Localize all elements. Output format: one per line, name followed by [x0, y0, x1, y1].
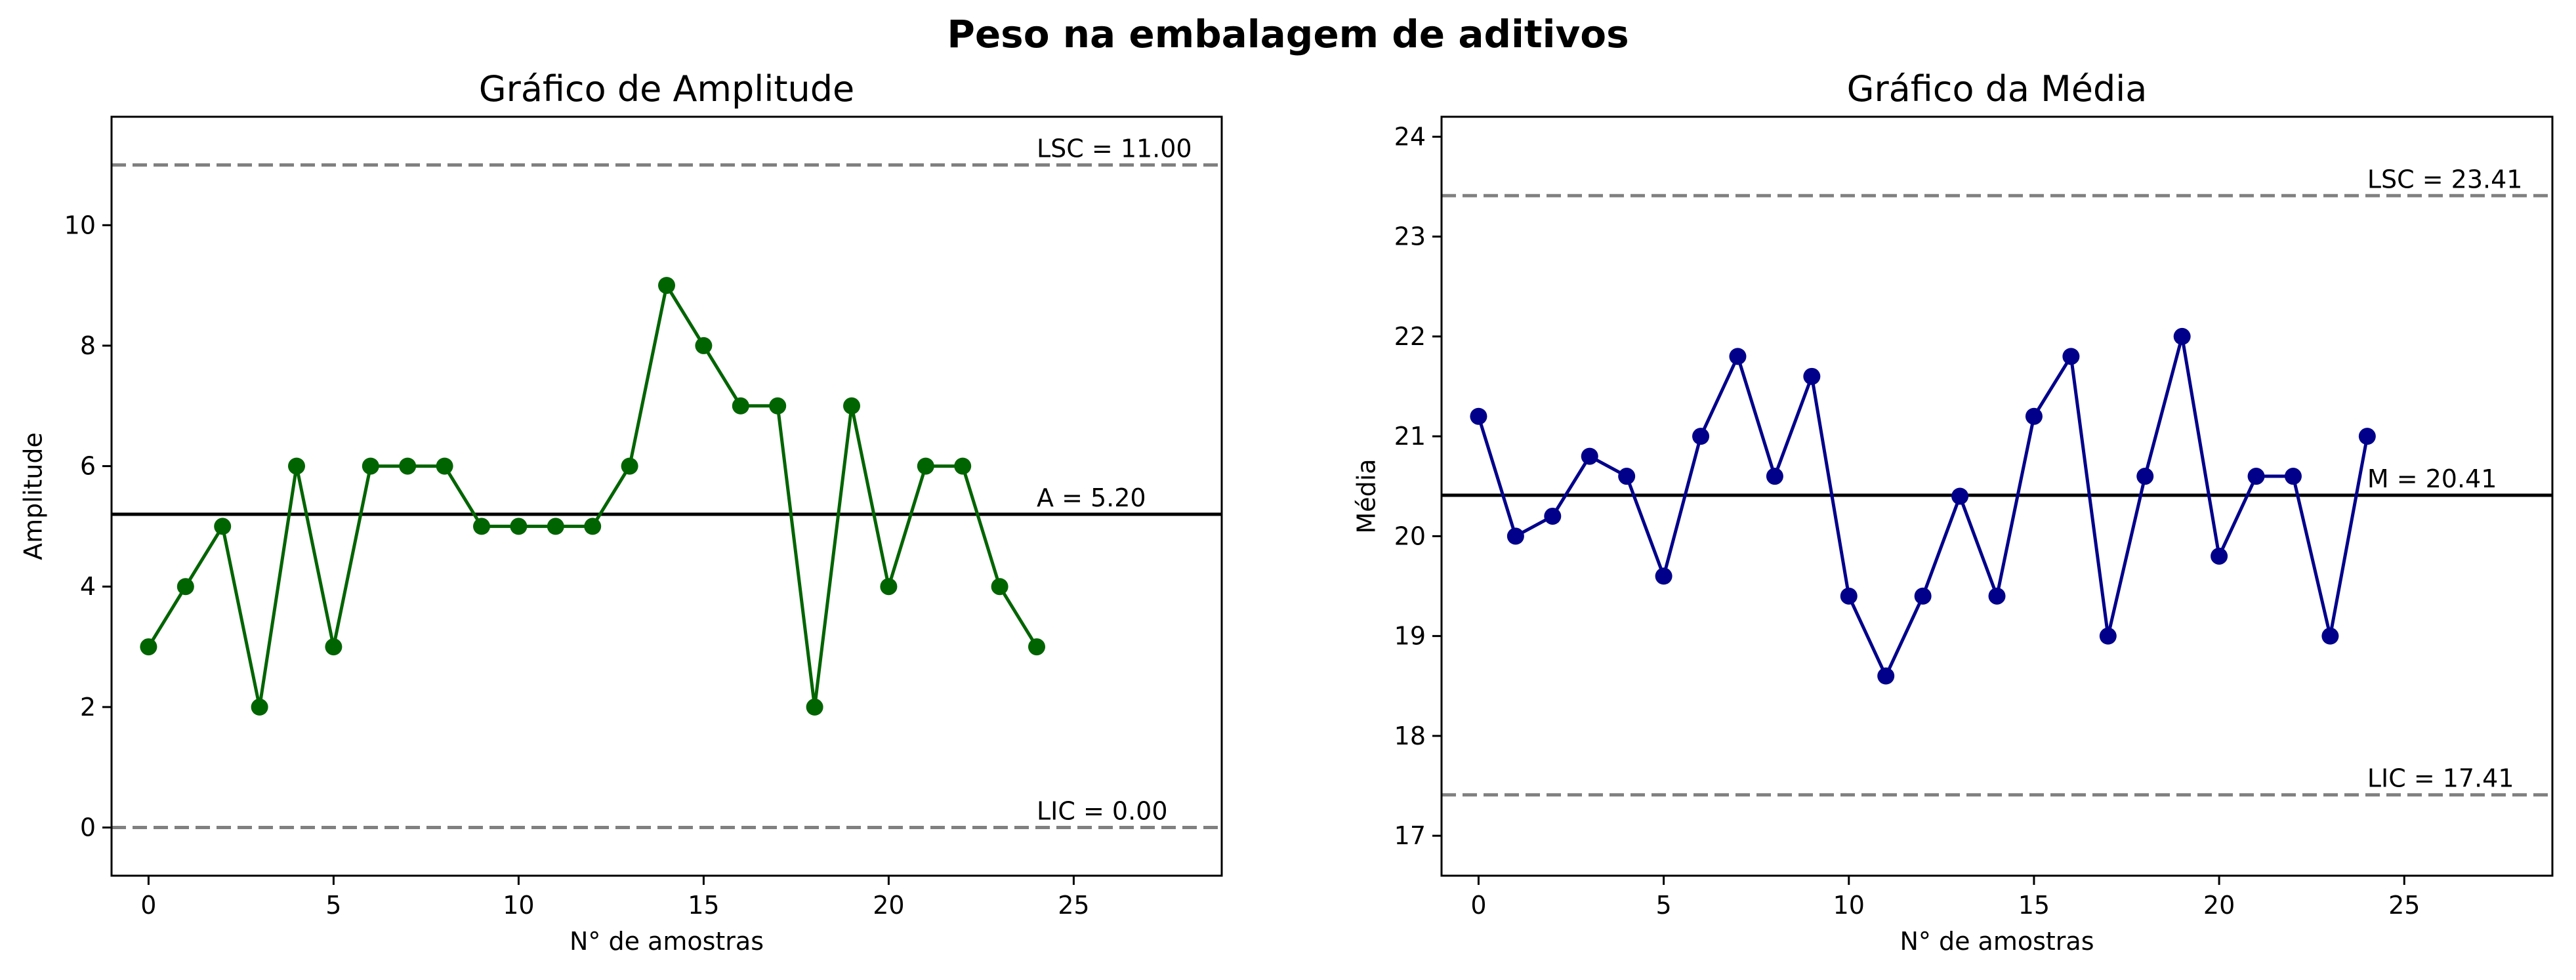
x-tick-label: 0 — [1470, 891, 1486, 920]
x-tick-label: 25 — [2388, 891, 2420, 920]
data-point — [2025, 407, 2043, 425]
data-point — [214, 518, 232, 535]
y-tick-label: 2 — [80, 693, 96, 722]
reference-line-label: LSC = 11.00 — [1037, 134, 1192, 163]
data-point — [2173, 327, 2191, 345]
figure-suptitle: Peso na embalagem de aditivos — [947, 12, 1629, 56]
x-tick-label: 15 — [688, 891, 719, 920]
mean-chart: Gráfico da Média LSC = 23.41 M = 20.41 LIC … — [1352, 68, 2554, 956]
y-tick-label: 17 — [1394, 821, 1426, 850]
data-point — [1544, 507, 1562, 525]
y-tick-label: 19 — [1394, 622, 1426, 651]
data-point — [732, 397, 749, 415]
data-point — [510, 518, 528, 535]
data-point — [1840, 587, 1858, 605]
chart-title: Gráfico de Amplitude — [479, 68, 854, 110]
data-point — [2284, 468, 2302, 485]
reference-line-label: A = 5.20 — [1037, 483, 1146, 512]
data-point — [658, 277, 675, 295]
data-point — [2247, 468, 2265, 485]
data-point — [695, 337, 713, 354]
data-point — [2062, 348, 2080, 365]
reference-line-label: M = 20.41 — [2367, 464, 2497, 493]
x-tick-label: 25 — [1058, 891, 1089, 920]
reference-line-label: LSC = 23.41 — [2367, 165, 2523, 194]
x-tick-label: 0 — [140, 891, 156, 920]
data-point — [880, 578, 898, 596]
series-line — [147, 283, 1039, 709]
data-point — [436, 457, 453, 475]
data-point — [2136, 468, 2154, 485]
data-point — [288, 457, 305, 475]
data-point — [177, 578, 194, 596]
series-line — [1477, 335, 2369, 678]
data-point — [1506, 527, 1524, 545]
data-point — [584, 518, 602, 535]
data-point — [954, 457, 972, 475]
y-tick-label: 10 — [64, 211, 96, 239]
data-point — [2211, 547, 2228, 565]
data-point — [1914, 587, 1932, 605]
amplitude-chart: Gráfico de Amplitude LSC = 11.00 A = 5.20 L… — [18, 68, 1223, 956]
y-tick-label: 6 — [80, 452, 96, 481]
data-point — [1618, 468, 1636, 485]
chart-title: Gráfico da Média — [1847, 68, 2148, 110]
data-point — [2358, 428, 2376, 445]
x-tick-label: 20 — [873, 891, 904, 920]
data-point — [1988, 587, 2006, 605]
data-point — [1803, 367, 1821, 385]
x-tick-label: 5 — [325, 891, 341, 920]
x-tick-label: 20 — [2203, 891, 2235, 920]
data-point — [325, 638, 343, 656]
data-point — [1581, 447, 1598, 465]
axes-frame — [1440, 115, 2554, 877]
x-tick-label: 5 — [1656, 891, 1672, 920]
y-axis-label: Média — [1352, 459, 1381, 533]
y-tick-label: 24 — [1394, 122, 1426, 151]
data-point — [843, 397, 860, 415]
data-point — [1028, 638, 1045, 656]
y-tick-label: 20 — [1394, 521, 1426, 550]
y-tick-label: 0 — [80, 813, 96, 842]
data-point — [1729, 348, 1747, 365]
x-tick-label: 10 — [503, 891, 534, 920]
y-axis-label: Amplitude — [18, 432, 47, 560]
data-point — [1951, 487, 1969, 505]
reference-line-label: LIC = 17.41 — [2367, 764, 2514, 793]
x-tick-label: 15 — [2018, 891, 2050, 920]
data-point — [473, 518, 490, 535]
data-point — [2099, 627, 2117, 645]
data-point — [769, 397, 787, 415]
data-point — [362, 457, 379, 475]
y-tick-label: 18 — [1394, 722, 1426, 750]
data-point — [1655, 567, 1672, 585]
data-point — [917, 457, 934, 475]
data-point — [621, 457, 638, 475]
y-tick-label: 4 — [80, 572, 96, 601]
data-point — [2321, 627, 2339, 645]
reference-line-label: LIC = 0.00 — [1037, 797, 1168, 826]
y-tick-label: 8 — [80, 331, 96, 360]
axes-frame — [110, 115, 1223, 877]
data-point — [140, 638, 157, 656]
x-axis-label: N° de amostras — [1900, 927, 2094, 956]
data-point — [399, 457, 417, 475]
x-tick-label: 10 — [1833, 891, 1865, 920]
data-point — [547, 518, 564, 535]
y-tick-label: 21 — [1394, 422, 1426, 451]
x-axis-label: N° de amostras — [570, 927, 764, 956]
data-point — [991, 578, 1008, 596]
data-point — [1877, 667, 1895, 685]
data-point — [806, 698, 823, 716]
y-tick-label: 22 — [1394, 322, 1426, 351]
data-point — [251, 698, 268, 716]
data-point — [1692, 428, 1710, 445]
y-tick-label: 23 — [1394, 222, 1426, 251]
data-point — [1766, 468, 1783, 485]
data-point — [1470, 407, 1487, 425]
